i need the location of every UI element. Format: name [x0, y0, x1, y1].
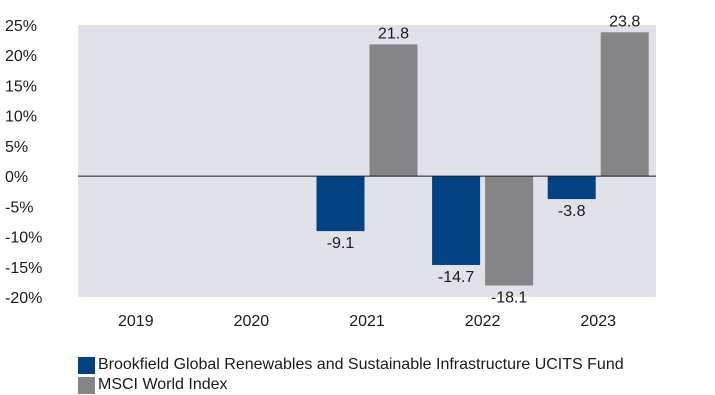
data-label: -14.7 [438, 269, 475, 286]
chart-canvas: 25% 20% 15% 10% 5% 0% -5% -10% -15% -20% -9.1 -14.7… [5, 13, 656, 330]
data-label: -18.1 [491, 290, 528, 307]
y-tick-label: -10% [5, 230, 42, 247]
bar-index-2022 [485, 176, 534, 286]
y-tick-label: 10% [5, 109, 37, 126]
x-tick-label: 2021 [349, 313, 385, 330]
y-tick-label: -20% [5, 290, 42, 307]
plot-area [78, 25, 656, 297]
bar-fund-2023 [547, 176, 596, 200]
legend-item-fund: Brookfield Global Renewables and Sustain… [78, 355, 624, 375]
legend: Brookfield Global Renewables and Sustain… [78, 355, 624, 395]
x-tick-label: 2022 [465, 313, 501, 330]
bar-index-2021 [369, 44, 418, 177]
legend-label-fund: Brookfield Global Renewables and Sustain… [98, 356, 624, 373]
y-tick-label: -5% [5, 199, 33, 216]
y-tick-label: 0% [5, 169, 28, 186]
bar-fund-2022 [432, 176, 481, 265]
legend-item-index: MSCI World Index [78, 375, 624, 395]
y-tick-label: 20% [5, 48, 37, 65]
data-label: -9.1 [327, 235, 355, 252]
data-label: -3.8 [558, 203, 586, 220]
bar-index-2023 [600, 32, 649, 177]
bar-chart: 25% 20% 15% 10% 5% 0% -5% -10% -15% -20% -9.1 -14.7… [5, 13, 656, 330]
y-tick-label: 15% [5, 78, 37, 95]
y-tick-label: -15% [5, 260, 42, 277]
data-label: 21.8 [378, 25, 409, 42]
y-tick-label: 25% [5, 18, 37, 35]
data-label: 23.8 [609, 13, 640, 30]
y-tick-label: 5% [5, 139, 28, 156]
x-tick-label: 2023 [580, 313, 616, 330]
legend-label-index: MSCI World Index [98, 376, 228, 393]
x-tick-label: 2019 [118, 313, 154, 330]
x-tick-label: 2020 [234, 313, 270, 330]
legend-swatch-index [78, 376, 95, 394]
legend-swatch-fund [78, 356, 95, 374]
bar-fund-2021 [316, 176, 365, 232]
